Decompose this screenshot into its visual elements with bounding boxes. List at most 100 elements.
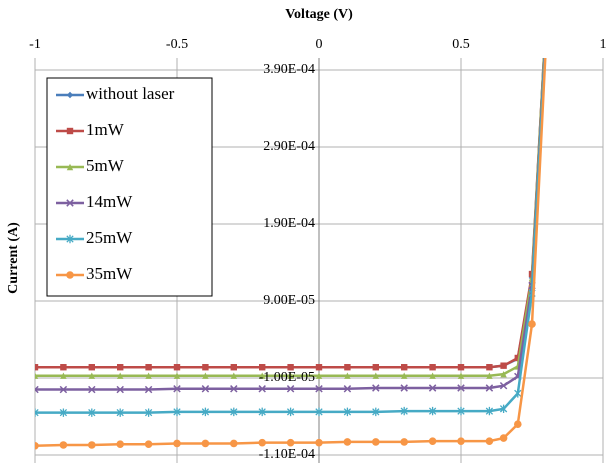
y-tick-label: -1.10E-04 bbox=[259, 447, 315, 462]
marker bbox=[286, 385, 295, 393]
marker bbox=[315, 438, 323, 447]
marker bbox=[400, 438, 409, 446]
marker bbox=[88, 408, 96, 417]
marker bbox=[344, 364, 351, 371]
marker bbox=[230, 372, 237, 379]
marker bbox=[543, 13, 549, 19]
marker bbox=[372, 372, 379, 379]
marker bbox=[35, 364, 39, 371]
marker bbox=[258, 407, 266, 417]
marker bbox=[35, 408, 39, 417]
marker bbox=[286, 407, 295, 417]
marker bbox=[429, 372, 436, 379]
marker bbox=[116, 408, 124, 417]
marker bbox=[315, 364, 323, 371]
marker bbox=[60, 372, 67, 379]
x-tick-label: 1 bbox=[600, 37, 606, 52]
marker bbox=[457, 437, 465, 445]
marker bbox=[88, 364, 95, 371]
marker bbox=[400, 384, 408, 392]
marker bbox=[88, 372, 95, 379]
marker bbox=[457, 364, 465, 371]
marker bbox=[117, 364, 124, 371]
y-tick-label: 3.90E-04 bbox=[263, 62, 315, 77]
y-tick-label: -1.00E-05 bbox=[259, 370, 315, 385]
marker bbox=[173, 372, 181, 379]
marker bbox=[372, 438, 380, 446]
marker bbox=[258, 385, 266, 393]
marker bbox=[202, 364, 209, 371]
marker bbox=[230, 364, 237, 371]
marker bbox=[400, 406, 408, 416]
marker bbox=[35, 385, 39, 394]
marker bbox=[66, 127, 74, 135]
marker bbox=[514, 354, 521, 362]
marker bbox=[144, 408, 153, 417]
marker bbox=[372, 407, 380, 417]
marker bbox=[542, 35, 550, 43]
legend-label: 35mW bbox=[86, 264, 133, 283]
marker bbox=[457, 406, 465, 416]
legend-label: 25mW bbox=[86, 228, 133, 247]
marker bbox=[372, 384, 380, 392]
marker bbox=[88, 441, 96, 449]
marker bbox=[372, 364, 379, 371]
marker bbox=[344, 372, 351, 379]
marker bbox=[66, 199, 74, 207]
legend-box bbox=[46, 77, 213, 297]
marker bbox=[35, 372, 39, 379]
marker bbox=[145, 364, 152, 371]
marker bbox=[499, 381, 508, 390]
tick-labels: -1.10E-04 -1.00E-05 9.00E-05 1.90E-04 2.90E-… bbox=[29, 37, 606, 462]
marker bbox=[66, 234, 74, 244]
marker bbox=[201, 439, 210, 448]
marker bbox=[59, 385, 68, 394]
marker bbox=[343, 407, 352, 417]
marker bbox=[116, 440, 124, 449]
marker bbox=[201, 407, 210, 417]
marker bbox=[230, 385, 238, 393]
marker bbox=[202, 372, 209, 379]
y-tick-label: 1.90E-04 bbox=[263, 216, 315, 231]
marker bbox=[343, 438, 352, 446]
legend-label: without laser bbox=[86, 84, 175, 103]
marker bbox=[428, 437, 437, 445]
marker bbox=[287, 364, 294, 371]
x-tick-label: 0 bbox=[316, 37, 323, 52]
marker bbox=[543, 27, 549, 35]
x-axis-title: Voltage (V) bbox=[285, 7, 353, 22]
marker bbox=[485, 437, 494, 445]
marker bbox=[59, 408, 68, 417]
x-tick-label: -1 bbox=[29, 37, 41, 52]
marker bbox=[499, 434, 508, 442]
marker bbox=[173, 407, 181, 417]
marker bbox=[315, 385, 323, 393]
marker bbox=[230, 407, 238, 417]
marker bbox=[173, 439, 181, 448]
marker bbox=[543, 13, 549, 19]
marker bbox=[259, 372, 266, 379]
marker bbox=[286, 438, 295, 447]
marker bbox=[59, 441, 68, 449]
marker bbox=[173, 364, 181, 371]
marker bbox=[201, 385, 210, 393]
marker bbox=[117, 372, 124, 379]
marker bbox=[35, 441, 39, 450]
y-tick-label: 9.00E-05 bbox=[263, 293, 315, 308]
legend-label: 5mW bbox=[86, 156, 125, 175]
marker bbox=[60, 364, 67, 371]
marker bbox=[457, 384, 465, 392]
legend-label: 1mW bbox=[86, 120, 125, 139]
marker bbox=[401, 364, 408, 371]
x-tick-label: -0.5 bbox=[166, 37, 188, 52]
marker bbox=[258, 438, 267, 447]
marker bbox=[528, 320, 536, 328]
marker bbox=[428, 384, 437, 392]
x-tick-label: 0.5 bbox=[452, 37, 470, 52]
y-tick-label: 2.90E-04 bbox=[263, 139, 315, 154]
marker bbox=[259, 364, 266, 371]
marker bbox=[500, 370, 507, 378]
marker bbox=[500, 362, 507, 369]
